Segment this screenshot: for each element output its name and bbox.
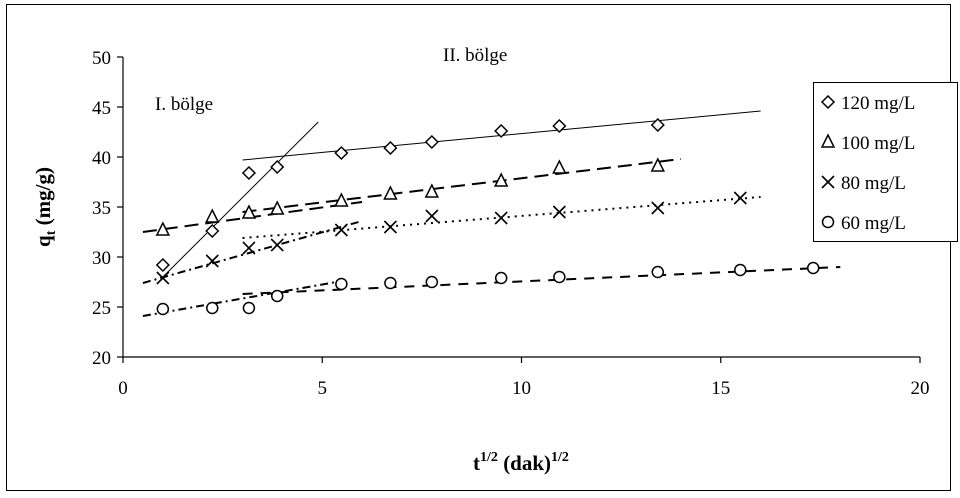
data-point — [205, 208, 220, 223]
data-point — [733, 191, 747, 205]
y-tick-label: 30 — [92, 248, 111, 269]
data-point — [335, 277, 348, 291]
data-point — [806, 261, 820, 275]
data-point — [270, 159, 285, 175]
x-title-exponent: 1/2 — [480, 450, 498, 465]
y-tick-label: 25 — [92, 298, 111, 319]
data-point — [334, 223, 348, 237]
legend-label: 60 mg/L — [841, 213, 906, 234]
data-point — [270, 289, 284, 303]
data-point — [155, 257, 170, 273]
region-annotation: II. bölge — [443, 45, 507, 66]
data-point — [493, 172, 509, 187]
data-point — [383, 220, 397, 234]
legend-marker — [820, 94, 836, 110]
marker-stroke — [242, 241, 256, 255]
x-tick-label: 15 — [711, 378, 730, 399]
x-title-unit: (dak) — [498, 451, 551, 475]
data-point — [425, 275, 439, 289]
data-point — [651, 201, 665, 215]
legend-marker — [820, 133, 836, 148]
data-point — [383, 185, 398, 200]
data-point — [155, 221, 171, 236]
data-point — [241, 165, 256, 181]
y-title-subscript: t — [44, 230, 59, 235]
marker-stroke — [552, 205, 566, 219]
data-point — [552, 205, 566, 219]
marker-stroke — [383, 220, 397, 234]
data-point — [650, 117, 665, 133]
marker-stroke — [425, 209, 439, 223]
data-point — [425, 209, 439, 223]
x-tick-label: 20 — [911, 378, 930, 399]
marker-stroke — [270, 238, 284, 252]
data-point — [734, 263, 747, 277]
legend-marker — [821, 215, 835, 229]
fit-line — [142, 280, 343, 317]
data-point — [270, 200, 285, 215]
data-point — [242, 301, 256, 315]
y-tick-label: 45 — [92, 98, 111, 119]
marker-stroke — [651, 201, 665, 215]
data-point — [424, 134, 439, 150]
data-point — [650, 157, 666, 172]
data-point — [156, 302, 170, 316]
x-title-exponent: 1/2 — [551, 450, 569, 465]
data-point — [205, 223, 220, 239]
data-point — [494, 123, 509, 139]
legend-marker — [821, 175, 835, 189]
marker-stroke — [334, 223, 348, 237]
legend-label: 120 mg/L — [841, 93, 915, 114]
data-point — [552, 118, 567, 134]
legend — [813, 82, 958, 242]
legend-label: 100 mg/L — [841, 133, 915, 154]
data-point — [334, 145, 349, 161]
data-point — [424, 183, 440, 198]
data-point — [553, 270, 566, 284]
marker-stroke — [156, 271, 170, 285]
data-point — [206, 301, 219, 315]
y-tick-label: 20 — [92, 348, 111, 369]
region-annotation: I. bölge — [155, 94, 213, 115]
y-tick-label: 40 — [92, 148, 111, 169]
fit-line — [242, 266, 841, 295]
data-point — [242, 241, 256, 255]
data-point — [156, 271, 170, 285]
data-point — [494, 271, 508, 285]
data-point — [334, 192, 349, 207]
marker-stroke — [733, 191, 747, 205]
data-point — [651, 265, 665, 279]
x-tick-label: 5 — [318, 378, 328, 399]
data-point — [494, 211, 508, 225]
data-point — [384, 276, 397, 290]
x-title-base: t — [473, 451, 480, 475]
data-point — [241, 204, 257, 219]
data-point — [270, 238, 284, 252]
marker-stroke — [494, 211, 508, 225]
y-tick-label: 50 — [92, 48, 111, 69]
y-axis-title: qt (mg/g) — [31, 167, 59, 247]
marker-stroke — [205, 254, 219, 268]
marker-stroke — [821, 175, 835, 189]
y-tick-label: 35 — [92, 198, 111, 219]
fit-line — [162, 121, 319, 278]
data-point — [383, 140, 398, 156]
chart-frame — [6, 4, 951, 491]
x-tick-label: 10 — [512, 378, 531, 399]
x-axis-title: t1/2 (dak)1/2 — [473, 450, 569, 475]
y-title-base: q — [31, 235, 55, 247]
data-point — [552, 159, 567, 174]
fit-line — [242, 158, 682, 213]
y-title-unit: (mg/g) — [31, 167, 55, 231]
x-tick-label: 0 — [118, 378, 128, 399]
legend-label: 80 mg/L — [841, 173, 906, 194]
data-point — [205, 254, 219, 268]
